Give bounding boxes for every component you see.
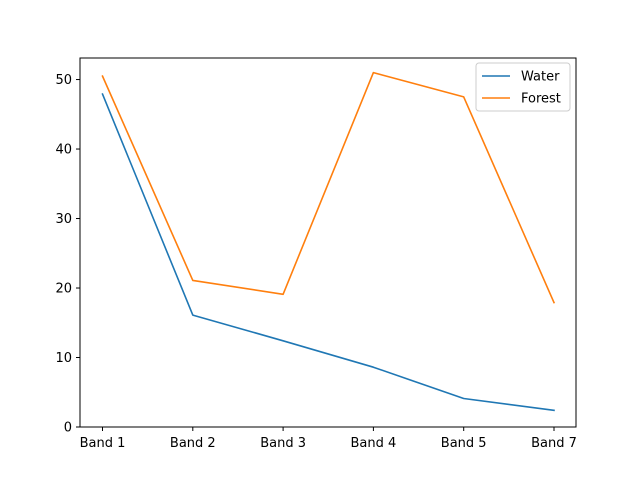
series-lines [101, 71, 556, 412]
y-tick-label: 10 [55, 351, 72, 366]
y-tick-label: 30 [55, 212, 72, 227]
x-tick-label: Band 1 [80, 436, 126, 451]
x-tick-label: Band 4 [351, 436, 397, 451]
legend-label-forest: Forest [521, 92, 561, 107]
legend-box [475, 62, 571, 112]
y-tick-label: 0 [64, 421, 72, 436]
x-tick-label: Band 2 [170, 436, 216, 451]
y-axis-ticks: 0 10 20 30 40 50 [55, 73, 80, 436]
legend: Water Forest [475, 62, 571, 112]
legend-label-water: Water [521, 70, 560, 85]
y-tick-label: 40 [55, 143, 72, 158]
x-axis-ticks: Band 1 Band 2 Band 3 Band 4 Band 5 Band 7 [80, 427, 577, 451]
series-line-water [101, 93, 555, 412]
y-tick-label: 50 [55, 73, 72, 88]
y-tick-label: 20 [55, 282, 72, 297]
plot-frame [79, 57, 577, 428]
x-tick-label: Band 7 [531, 436, 577, 451]
plot-area [80, 58, 576, 427]
x-tick-label: Band 5 [441, 436, 487, 451]
x-tick-label: Band 3 [260, 436, 306, 451]
series-line-forest [101, 71, 556, 304]
